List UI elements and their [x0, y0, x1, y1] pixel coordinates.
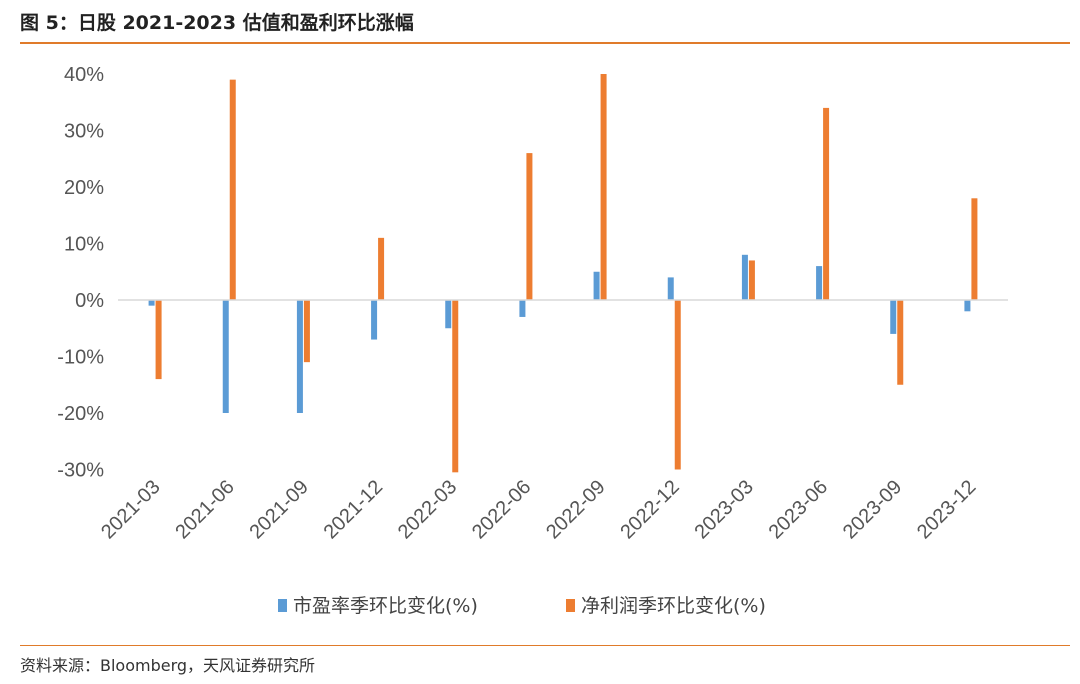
figure-title: 图 5：日股 2021-2023 估值和盈利环比涨幅: [20, 12, 414, 34]
x-tick-label: 2021-06: [171, 476, 238, 543]
y-tick-label: 10%: [64, 234, 104, 256]
bar-profit: [526, 153, 533, 300]
legend-label-pe: 市盈率季环比变化(%): [293, 595, 478, 617]
bar-pe: [890, 300, 897, 334]
bar-profit: [971, 198, 978, 300]
x-tick-label: 2023-03: [690, 476, 757, 543]
x-tick-label: 2023-09: [839, 476, 906, 543]
x-tick-label: 2022-12: [616, 476, 683, 543]
bar-pe: [371, 300, 378, 340]
legend-swatch-profit: [566, 599, 575, 612]
bar-pe: [445, 300, 452, 329]
bar-profit: [229, 79, 236, 301]
x-tick-label: 2022-03: [394, 476, 461, 543]
bar-profit: [155, 300, 162, 380]
bar-profit: [452, 300, 459, 473]
legend-label-profit: 净利润季环比变化(%): [581, 595, 766, 617]
y-tick-label: 20%: [64, 177, 104, 199]
bar-profit: [600, 74, 607, 300]
source-note: 资料来源：Bloomberg，天风证券研究所: [20, 656, 316, 675]
bar-pe: [593, 271, 600, 300]
footer-rule: [20, 645, 1070, 646]
bar-pe: [964, 300, 971, 312]
x-tick-label: 2022-09: [542, 476, 609, 543]
bar-pe: [296, 300, 303, 413]
y-tick-label: -30%: [57, 460, 104, 482]
bar-pe: [148, 300, 155, 306]
x-tick-label: 2021-03: [97, 476, 164, 543]
bar-profit: [823, 107, 830, 301]
y-tick-label: 0%: [75, 290, 104, 312]
bar-profit: [674, 300, 681, 470]
x-tick-label: 2023-06: [765, 476, 832, 543]
bar-pe: [667, 277, 674, 300]
x-tick-label: 2021-12: [320, 476, 387, 543]
bar-profit: [897, 300, 904, 385]
y-tick-label: -20%: [57, 403, 104, 425]
bar-profit: [748, 260, 755, 300]
bar-pe: [816, 266, 823, 300]
y-tick-label: 40%: [64, 64, 104, 86]
bar-profit: [378, 237, 385, 300]
bar-pe: [519, 300, 526, 317]
bar-profit: [303, 300, 310, 363]
bar-chart: 40% 30% 20% 10% 0% -10% -20% -30%2021-03 2021-06…: [57, 64, 1008, 617]
x-tick-label: 2021-09: [245, 476, 312, 543]
bar-pe: [222, 300, 229, 413]
x-tick-label: 2023-12: [913, 476, 980, 543]
legend-swatch-pe: [278, 599, 287, 612]
y-tick-label: 30%: [64, 121, 104, 143]
x-tick-label: 2022-06: [468, 476, 535, 543]
bar-pe: [741, 254, 748, 300]
header-rule: [20, 42, 1070, 44]
y-tick-label: -10%: [57, 347, 104, 369]
figure-header: 图 5：日股 2021-2023 估值和盈利环比涨幅: [0, 0, 1080, 44]
